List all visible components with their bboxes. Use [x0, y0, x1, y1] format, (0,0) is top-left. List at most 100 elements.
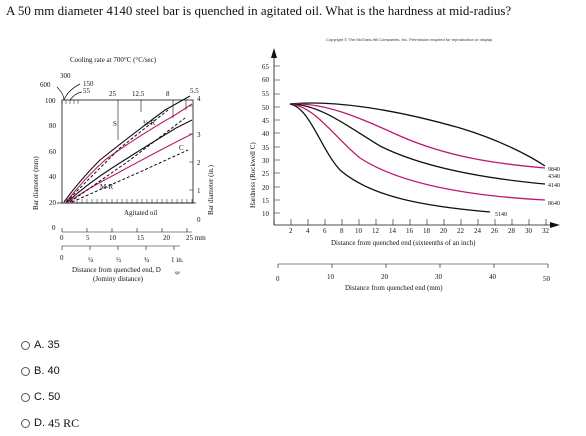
left-y-tick: 600	[40, 81, 51, 89]
left-curve-black	[66, 119, 193, 203]
x-label-jominy: (Jominy distance)	[93, 275, 144, 283]
x-tick-in: 0	[60, 254, 64, 262]
x-tick-sixteenths: 18	[423, 227, 431, 235]
x-tick-in: ¾	[144, 256, 149, 264]
left-curve-pink	[65, 103, 193, 203]
curve-label: 8640	[548, 201, 560, 207]
option-c[interactable]: C. 50	[21, 384, 79, 410]
x-tick-mm: 5	[86, 234, 90, 242]
cooling-tick: 25	[109, 90, 117, 98]
curve-label: 4340	[548, 174, 560, 180]
option-value: 50	[48, 391, 61, 403]
right-y-tick: 4	[197, 95, 201, 103]
right-y-tick: 1	[197, 187, 201, 195]
right-y-tick: 30	[262, 157, 270, 165]
x-tick-mm: 0	[60, 234, 64, 242]
left-curve-pink	[67, 133, 193, 203]
right-y-tick: 10	[262, 210, 270, 218]
x-tick-sixteenths: 22	[457, 227, 465, 235]
left-curve-dashed	[69, 117, 186, 203]
x-tick-in: ½	[116, 256, 121, 264]
radio-button[interactable]	[21, 366, 30, 376]
option-letter: C.	[34, 391, 45, 403]
x-tick-sixteenths: 28	[508, 227, 516, 235]
right-y-tick: 60	[262, 76, 270, 84]
right-y-tick: 55	[262, 90, 270, 98]
x-tick-mm-right: 50	[543, 275, 551, 283]
cooling-tick: 12.5	[132, 90, 145, 98]
hardness-curves	[289, 102, 546, 213]
curve-9840	[289, 103, 546, 169]
x-tick-mm-right: 10	[327, 273, 335, 281]
left-y-tick: 20	[49, 199, 57, 207]
cooling-lead-line	[63, 83, 81, 101]
x-tick-sixteenths: 30	[525, 227, 533, 235]
option-value: 40	[47, 365, 60, 377]
x-tick-sixteenths: 6	[323, 227, 327, 235]
right-y-label: Bar diameter (in.)	[207, 164, 215, 215]
cooling-tick: 8	[166, 90, 170, 98]
option-d[interactable]: D. 45 RC	[21, 410, 79, 436]
left-y-tick: 100	[45, 97, 56, 105]
x-axis-arrow	[550, 222, 560, 228]
x-tick-mm: 10	[109, 234, 117, 242]
curve-4340	[289, 102, 546, 167]
x-tick-sixteenths: 10	[355, 227, 363, 235]
curve-4140	[289, 103, 546, 185]
left-y-label: Bar diameter (mm)	[32, 156, 40, 210]
x-tick-mm-right: 20	[381, 273, 389, 281]
right-y-tick: 35	[262, 144, 270, 152]
x-tick-sixteenths: 8	[340, 227, 344, 235]
left-y-tick: 40	[49, 173, 57, 181]
radio-button[interactable]	[21, 392, 30, 402]
x-label-distance: Distance from quenched end, D	[72, 266, 161, 274]
cooling-tick: 150	[83, 80, 94, 88]
x-tick-sixteenths: 26	[491, 227, 499, 235]
right-y-label: Hardness (Rockwell C)	[249, 142, 257, 208]
x-tick-sixteenths: 24	[474, 227, 482, 235]
x-tick-sixteenths: 2	[289, 227, 293, 235]
x-tick-sixteenths: 12	[372, 227, 380, 235]
right-y-tick: 2	[197, 159, 201, 167]
option-letter: D.	[34, 417, 45, 429]
left-chart-curves	[63, 95, 193, 203]
curve-label: 5140	[495, 212, 507, 218]
radio-button[interactable]	[21, 340, 30, 350]
radio-button[interactable]	[21, 418, 30, 428]
right-y-tick: 40	[262, 130, 270, 138]
region-label: C	[179, 144, 184, 152]
cooling-tick: 5.5	[190, 87, 199, 95]
cooling-tick: 55	[83, 87, 91, 95]
left-curve-dashed	[65, 109, 169, 203]
option-b[interactable]: B. 40	[21, 358, 79, 384]
option-value: 45 RC	[48, 415, 80, 430]
cooling-rate-guides	[117, 100, 187, 140]
right-chart: 65 60 55 50 45 40 35 30 25 20 15 10 Hard…	[249, 48, 560, 292]
right-y-tick: 20	[262, 184, 270, 192]
curve-8640	[289, 103, 546, 201]
left-y-tick: 80	[49, 122, 57, 130]
question-text: A 50 mm diameter 4140 steel bar is quenc…	[6, 3, 512, 18]
region-label: M-R	[100, 183, 114, 191]
option-letter: A.	[34, 339, 45, 351]
cooling-tick: 300	[60, 72, 71, 80]
x-tick-mm-right: 30	[435, 273, 443, 281]
region-label: ¾-R	[143, 119, 156, 127]
x-tick-sixteenths: 14	[389, 227, 397, 235]
x-tick-sixteenths: 20	[440, 227, 448, 235]
x-label-mm-right: Distance from quenched end (mm)	[345, 284, 443, 292]
x-tick-mm-right: 40	[489, 273, 497, 281]
left-x-minor-ticks	[61, 100, 193, 203]
right-y-tick: 50	[262, 104, 270, 112]
x-tick-in: 1 in.	[171, 256, 184, 264]
answer-options: A. 35 B. 40 C. 50 D. 45 RC	[21, 332, 79, 436]
option-a[interactable]: A. 35	[21, 332, 79, 358]
x-label-subscript: qe	[175, 271, 181, 276]
x-tick-sixteenths: 32	[542, 227, 550, 235]
left-y-tick: 60	[49, 148, 57, 156]
x-tick-mm: 15	[137, 234, 145, 242]
curve-label: 9840	[548, 167, 560, 173]
left-curve-dashed	[71, 149, 189, 203]
x-tick-mm: 25 mm	[186, 234, 206, 242]
